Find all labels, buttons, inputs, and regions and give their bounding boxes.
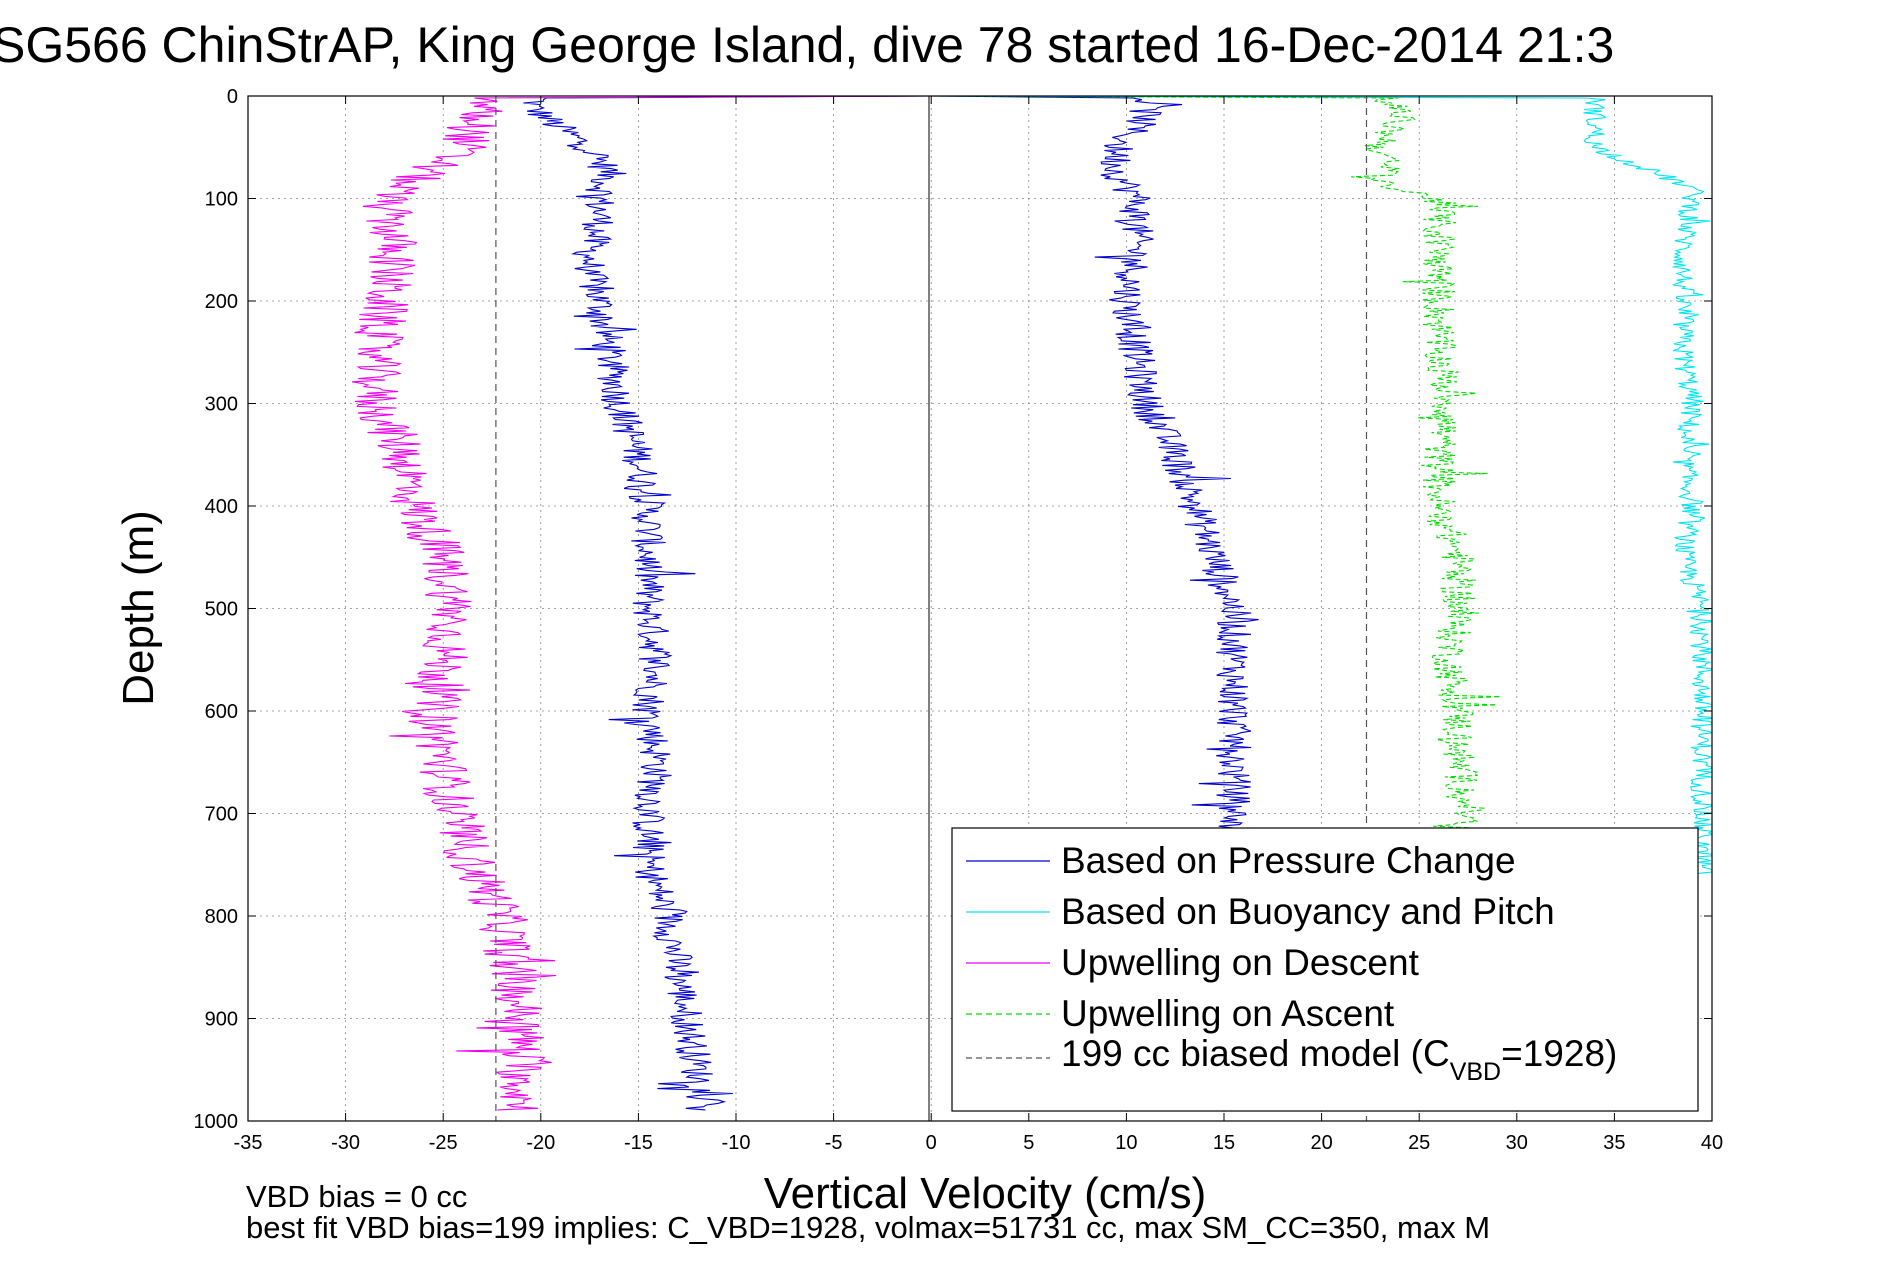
x-tick-label: 25 <box>1408 1132 1430 1154</box>
vbd-bias-note: VBD bias = 0 cc <box>246 1179 467 1214</box>
series-line-pressure-ascent-0 <box>931 96 1259 834</box>
legend-model-sub: VBD <box>1450 1058 1501 1086</box>
x-tick-label: 30 <box>1506 1132 1528 1154</box>
legend-entry-model: 199 cc biased model (CVBD=1928) <box>966 1033 1617 1086</box>
legend-entry-descent: Upwelling on Descent <box>966 942 1420 983</box>
y-tick-label: 300 <box>205 394 238 416</box>
y-tick-label: 900 <box>205 1009 238 1031</box>
y-tick-label: 100 <box>205 189 238 211</box>
x-tick-label: 5 <box>1023 1132 1034 1154</box>
x-tick-label: -30 <box>331 1132 360 1154</box>
legend-model-tail: =1928) <box>1501 1033 1617 1074</box>
y-tick-label: 600 <box>205 701 238 723</box>
x-tick-label: 10 <box>1115 1132 1137 1154</box>
x-tick-label: -25 <box>429 1132 458 1154</box>
y-tick-label: 400 <box>205 496 238 518</box>
x-tick-label: -20 <box>526 1132 555 1154</box>
chart-title: SG566 ChinStrAP, King George Island, div… <box>0 17 1614 73</box>
x-tick-label: -15 <box>624 1132 653 1154</box>
axis-ticks: -35 -30 -25 -20 -15 -10 -5 0 5 10 15 20 25 30 35 400100… <box>194 86 1724 1154</box>
x-tick-label: 40 <box>1701 1132 1723 1154</box>
legend-label-descent: Upwelling on Descent <box>1061 942 1420 983</box>
x-axis-label: Vertical Velocity (cm/s) <box>764 1169 1207 1218</box>
x-tick-label: 35 <box>1603 1132 1625 1154</box>
x-tick-label: 0 <box>926 1132 937 1154</box>
series-line-pressure-descent-0 <box>523 96 932 1111</box>
legend-label-ascent: Upwelling on Ascent <box>1061 993 1395 1034</box>
best-fit-note: best fit VBD bias=199 implies: C_VBD=192… <box>246 1210 1490 1245</box>
legend-entry-ascent: Upwelling on Ascent <box>966 993 1395 1034</box>
y-tick-label: 700 <box>205 804 238 826</box>
x-tick-label: 15 <box>1213 1132 1235 1154</box>
legend-label-buoyancy: Based on Buoyancy and Pitch <box>1061 891 1555 932</box>
y-tick-label: 800 <box>205 906 238 928</box>
y-tick-label: 500 <box>205 599 238 621</box>
x-tick-label: -5 <box>825 1132 843 1154</box>
legend: Based on Pressure Change Based on Buoyan… <box>951 827 1699 1112</box>
x-tick-label: -10 <box>722 1132 751 1154</box>
y-tick-label: 0 <box>227 86 238 108</box>
x-tick-label: -35 <box>234 1132 263 1154</box>
series-line-descent-descent-2 <box>352 96 932 1111</box>
legend-entry-buoyancy: Based on Buoyancy and Pitch <box>966 891 1555 932</box>
legend-entry-pressure: Based on Pressure Change <box>966 840 1516 881</box>
y-tick-label: 1000 <box>194 1111 239 1133</box>
legend-model-main: 199 cc biased model (C <box>1061 1033 1450 1074</box>
legend-box <box>951 827 1699 1112</box>
y-axis-label: Depth (m) <box>114 510 163 706</box>
legend-label-model: 199 cc biased model (CVBD=1928) <box>1061 1033 1617 1086</box>
series-line-buoyancy-ascent-1 <box>931 96 1712 875</box>
y-tick-label: 200 <box>205 291 238 313</box>
legend-label-pressure: Based on Pressure Change <box>1061 840 1516 881</box>
x-tick-label: 20 <box>1310 1132 1332 1154</box>
